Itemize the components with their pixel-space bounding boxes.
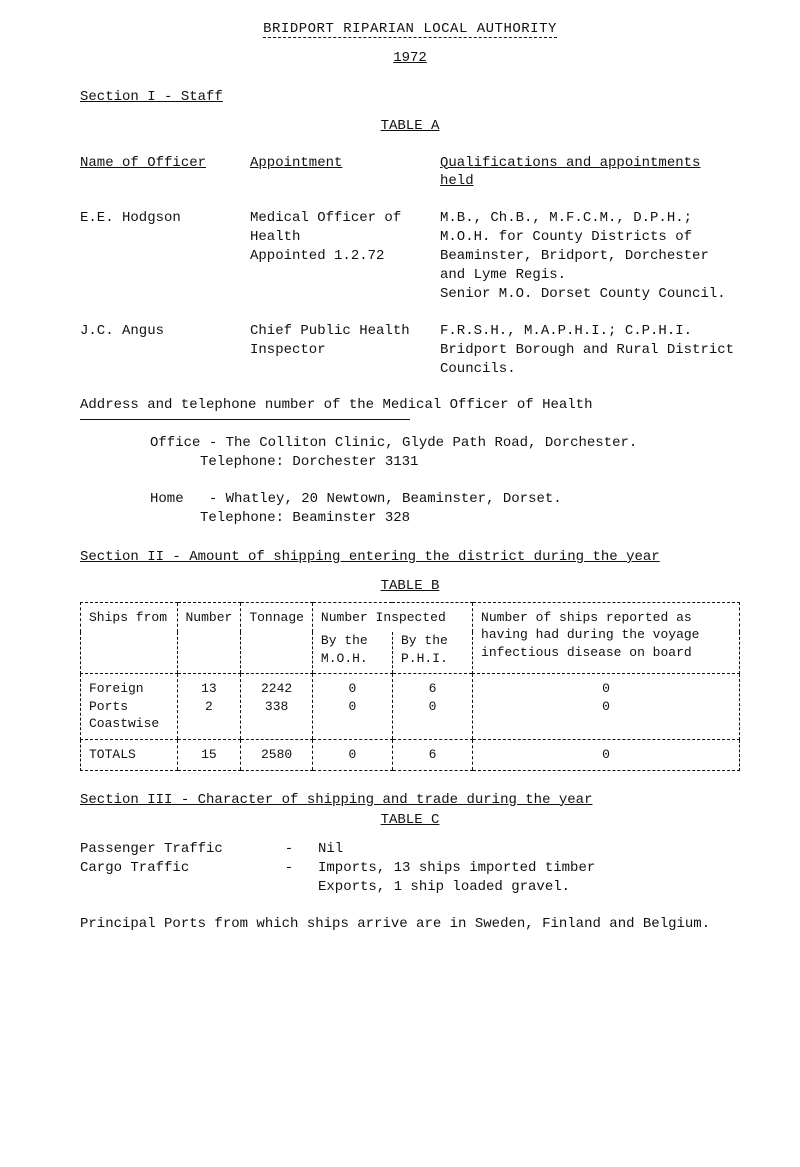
col-number: Number — [177, 602, 241, 674]
col-by-moh: By the M.O.H. — [312, 632, 392, 674]
cell-by-phi: 6 0 — [392, 674, 472, 740]
section1-title-wrap: Section I - Staff — [80, 88, 740, 107]
table-row-totals: TOTALS 15 2580 0 6 0 — [81, 739, 740, 770]
office-tel: Telephone: Dorchester 3131 — [80, 453, 740, 472]
passenger-row: Passenger Traffic - Nil — [80, 840, 740, 859]
officer-name: E.E. Hodgson — [80, 209, 230, 228]
dash-icon: - — [280, 859, 298, 897]
officer-qualifications: F.R.S.H., M.A.P.H.I.; C.P.H.I. Bridport … — [440, 322, 740, 379]
table-b-label-wrap: TABLE B — [80, 577, 740, 596]
table-a-label-wrap: TABLE A — [80, 117, 740, 136]
cargo-value: Imports, 13 ships imported timber Export… — [318, 859, 740, 897]
cell-ships-from: Foreign Ports Coastwise — [81, 674, 178, 740]
col-result: Number of ships reported as having had d… — [473, 602, 740, 674]
cell-text: 13 — [186, 680, 233, 698]
cell-text: Foreign Ports — [89, 680, 169, 715]
table-row: Ships from Number Tonnage Number Inspect… — [81, 602, 740, 632]
section1-title: Section I - Staff — [80, 89, 223, 105]
section3-title-wrap: Section III - Character of shipping and … — [80, 791, 740, 810]
table-b: Ships from Number Tonnage Number Inspect… — [80, 602, 740, 771]
cell-text: 0 — [481, 698, 731, 716]
col-appointment-header: Appointment — [250, 155, 342, 171]
col-name-header: Name of Officer — [80, 155, 206, 171]
section2-title: Section II - Amount of shipping entering… — [80, 549, 660, 565]
cell-text: 0 — [401, 698, 464, 716]
cell-text: 338 — [249, 698, 304, 716]
cell-result: 0 0 — [473, 674, 740, 740]
cell-by-moh: 0 0 — [312, 674, 392, 740]
totals-by-moh: 0 — [312, 739, 392, 770]
office-block: Office - The Colliton Clinic, Glyde Path… — [80, 434, 740, 453]
doc-header: BRIDPORT RIPARIAN LOCAL AUTHORITY — [80, 20, 740, 39]
totals-label: TOTALS — [81, 739, 178, 770]
totals-number: 15 — [177, 739, 241, 770]
cargo-imports: Imports, 13 ships imported timber — [318, 859, 740, 878]
home-text: - Whatley, 20 Newtown, Beaminster, Dorse… — [209, 491, 562, 507]
totals-tonnage: 2580 — [241, 739, 313, 770]
table-c-label-wrap: TABLE C — [80, 811, 740, 830]
cell-number: 13 2 — [177, 674, 241, 740]
table-a-label: TABLE A — [381, 118, 440, 134]
divider — [80, 419, 410, 420]
cell-text: 0 — [481, 680, 731, 698]
totals-result: 0 — [473, 739, 740, 770]
cell-text: 2 — [186, 698, 233, 716]
dash-icon: - — [280, 840, 298, 859]
totals-by-phi: 6 — [392, 739, 472, 770]
section2-title-wrap: Section II - Amount of shipping entering… — [80, 548, 740, 567]
doc-title: BRIDPORT RIPARIAN LOCAL AUTHORITY — [263, 21, 557, 38]
table-a-row: J.C. Angus Chief Public Health Inspector… — [80, 322, 740, 379]
cell-text: Coastwise — [89, 715, 169, 733]
address-heading: Address and telephone number of the Medi… — [80, 396, 740, 415]
passenger-label: Passenger Traffic — [80, 840, 260, 859]
section3-title: Section III - Character of shipping and … — [80, 792, 592, 808]
table-c-label: TABLE C — [381, 812, 440, 828]
officer-name: J.C. Angus — [80, 322, 230, 341]
col-qualifications-header: Qualifications and appointments held — [440, 155, 700, 190]
home-label: Home — [150, 491, 184, 507]
table-a-header-row: Name of Officer Appointment Qualificatio… — [80, 154, 740, 192]
office-label: Office — [150, 435, 200, 451]
col-by-phi: By the P.H.I. — [392, 632, 472, 674]
cargo-label: Cargo Traffic — [80, 859, 260, 897]
passenger-value: Nil — [318, 840, 740, 859]
home-tel: Telephone: Beaminster 328 — [80, 509, 740, 528]
doc-year: 1972 — [393, 50, 427, 66]
cell-tonnage: 2242 338 — [241, 674, 313, 740]
table-b-label: TABLE B — [381, 578, 440, 594]
home-block: Home - Whatley, 20 Newtown, Beaminster, … — [80, 490, 740, 509]
cell-text: 2242 — [249, 680, 304, 698]
cell-text: 0 — [321, 698, 384, 716]
cell-text: 0 — [321, 680, 384, 698]
table-row: Foreign Ports Coastwise 13 2 2242 338 0 … — [81, 674, 740, 740]
officer-qualifications: M.B., Ch.B., M.F.C.M., D.P.H.; M.O.H. fo… — [440, 209, 740, 303]
table-a-row: E.E. Hodgson Medical Officer of Health A… — [80, 209, 740, 303]
section3-footer: Principal Ports from which ships arrive … — [80, 915, 740, 934]
cell-text: 6 — [401, 680, 464, 698]
cargo-exports: Exports, 1 ship loaded gravel. — [318, 878, 740, 897]
doc-year-wrap: 1972 — [80, 49, 740, 68]
col-inspected: Number Inspected — [312, 602, 472, 632]
office-text: - The Colliton Clinic, Glyde Path Road, … — [209, 435, 637, 451]
officer-appointment: Medical Officer of Health Appointed 1.2.… — [250, 209, 420, 266]
cargo-row: Cargo Traffic - Imports, 13 ships import… — [80, 859, 740, 897]
officer-appointment: Chief Public Health Inspector — [250, 322, 420, 360]
col-ships-from: Ships from — [81, 602, 178, 674]
col-tonnage: Tonnage — [241, 602, 313, 674]
